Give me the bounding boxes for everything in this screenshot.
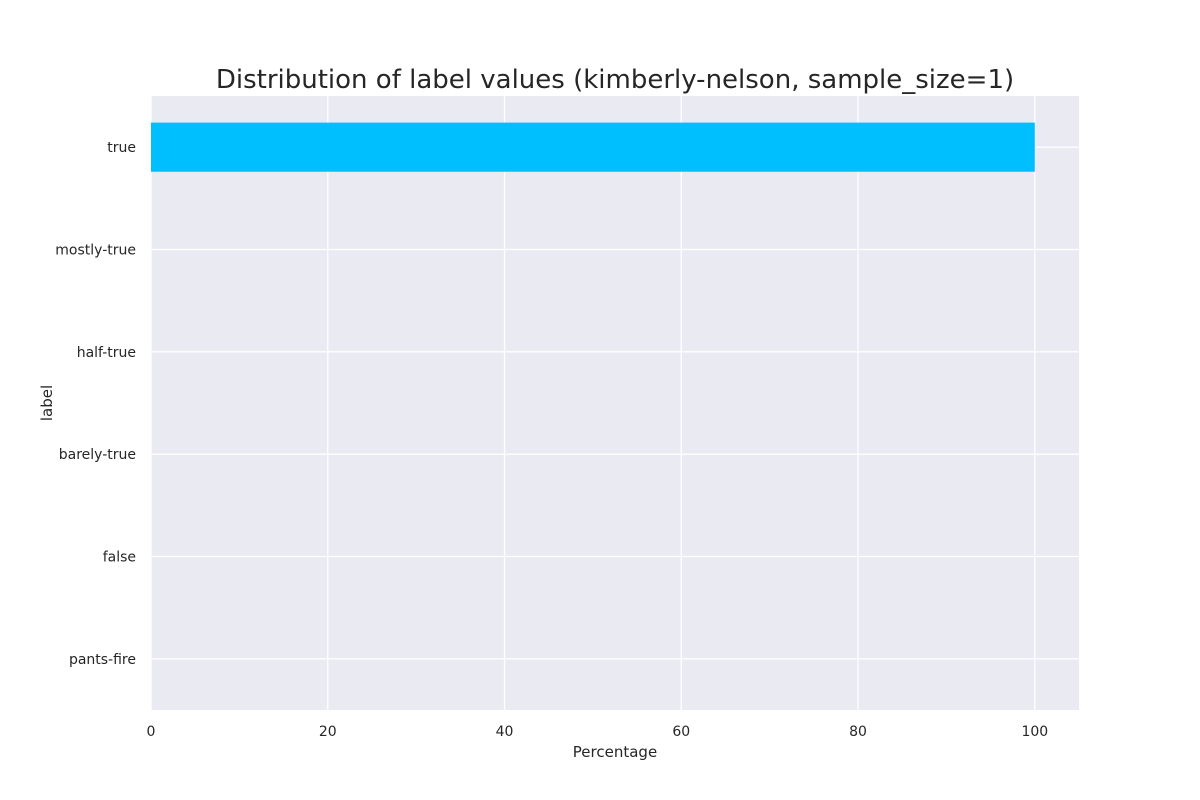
y-tick-labels: true mostly-true half-true barely-true false…: [55, 140, 136, 668]
plot-area: [151, 96, 1079, 710]
x-tick-labels: 0 20 40 60 80 100: [147, 724, 1049, 740]
x-tick-label: 60: [672, 724, 690, 740]
y-tick-label: true: [107, 140, 136, 156]
y-tick-label: half-true: [77, 345, 136, 361]
x-tick-label: 20: [319, 724, 337, 740]
x-axis-label: Percentage: [573, 743, 657, 761]
x-tick-label: 80: [849, 724, 867, 740]
chart-title: Distribution of label values (kimberly-n…: [216, 65, 1014, 95]
y-tick-label: barely-true: [59, 447, 136, 463]
bar-true: [151, 122, 1035, 172]
x-tick-label: 40: [496, 724, 514, 740]
bars: [151, 122, 1035, 172]
x-tick-label: 100: [1021, 724, 1048, 740]
x-tick-label: 0: [147, 724, 156, 740]
y-axis-label: label: [38, 385, 56, 421]
y-tick-label: pants-fire: [69, 652, 136, 668]
y-tick-label: mostly-true: [55, 243, 136, 259]
y-tick-label: false: [103, 550, 136, 566]
